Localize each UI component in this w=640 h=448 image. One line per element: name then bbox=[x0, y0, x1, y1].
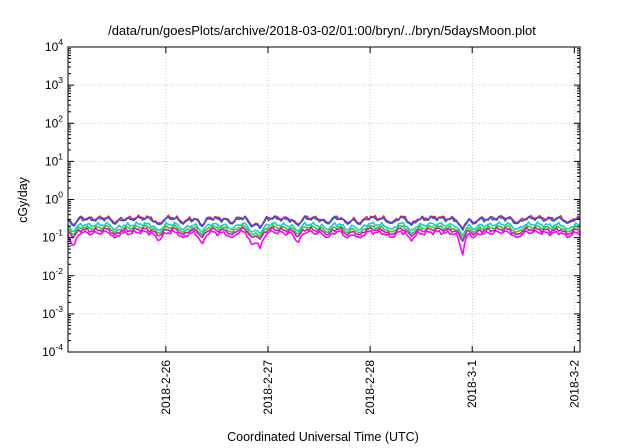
y-tick-label: 10-3 bbox=[42, 304, 63, 321]
y-tick-label: 10-1 bbox=[42, 228, 63, 245]
y-axis: 10-4 10-3 10-2 10-1 100 101 102 103 104 bbox=[42, 37, 580, 359]
x-axis: 2018-2-26 2018-2-27 2018-2-28 2018-3-1 2018-… bbox=[159, 47, 581, 415]
series-line-blue bbox=[67, 215, 581, 231]
y-tick-label: 10-4 bbox=[42, 342, 63, 359]
y-tick-label: 10-2 bbox=[42, 266, 63, 283]
y-tick-label: 102 bbox=[45, 113, 63, 130]
x-tick-label: 2018-3-1 bbox=[465, 360, 479, 408]
y-tick-label: 101 bbox=[45, 151, 63, 168]
series-layer bbox=[67, 214, 581, 256]
series-line-green bbox=[67, 224, 581, 240]
x-tick-label: 2018-2-26 bbox=[159, 360, 173, 415]
y-axis-label: cGy/day bbox=[16, 176, 30, 223]
series-line-purple bbox=[67, 226, 581, 242]
y-tick-label: 104 bbox=[45, 37, 63, 54]
chart-title: /data/run/goesPlots/archive/2018-03-02/0… bbox=[108, 23, 536, 38]
series-line-cyan bbox=[67, 221, 581, 237]
x-tick-label: 2018-3-2 bbox=[567, 360, 581, 408]
series-line-magenta bbox=[67, 229, 581, 256]
y-tick-label: 103 bbox=[45, 75, 63, 92]
grid bbox=[68, 47, 580, 352]
x-axis-label: Coordinated Universal Time (UTC) bbox=[227, 430, 419, 444]
x-tick-label: 2018-2-27 bbox=[261, 360, 275, 415]
x-tick-label: 2018-2-28 bbox=[363, 360, 377, 415]
y-tick-label: 100 bbox=[45, 190, 63, 207]
